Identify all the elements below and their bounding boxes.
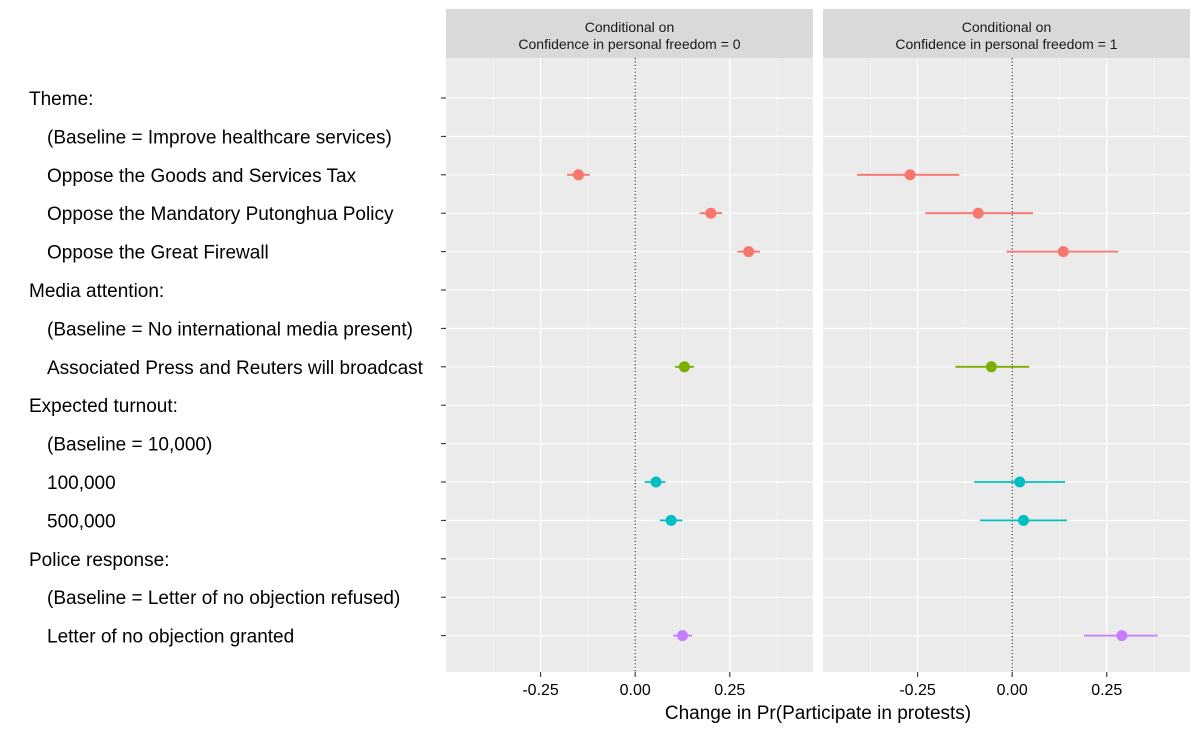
plot-background <box>823 58 1190 672</box>
row-label: (Baseline = Letter of no objection refus… <box>47 588 400 609</box>
point-estimate <box>972 207 984 219</box>
row-label: (Baseline = Improve healthcare services) <box>47 127 392 148</box>
x-tick-label: -0.25 <box>899 682 936 699</box>
row-group-label: Expected turnout: <box>29 396 178 417</box>
facet-title-line1: Conditional on <box>585 19 675 35</box>
facet-title-line2: Confidence in personal freedom = 0 <box>518 36 740 52</box>
point-estimate <box>1057 246 1069 258</box>
facet-strip <box>446 9 813 58</box>
point-estimate <box>1014 476 1026 488</box>
row-label: Oppose the Mandatory Putonghua Policy <box>47 204 394 225</box>
row-label: 100,000 <box>47 473 116 494</box>
row-label: 500,000 <box>47 511 116 532</box>
plot-background <box>446 58 813 672</box>
x-tick-label: -0.25 <box>522 682 559 699</box>
row-label: Oppose the Goods and Services Tax <box>47 166 357 187</box>
row-label: (Baseline = 10,000) <box>47 435 212 456</box>
row-group-label: Police response: <box>29 550 169 571</box>
row-tick-marks <box>441 97 446 637</box>
point-estimate <box>572 169 584 181</box>
point-estimate <box>1018 514 1030 526</box>
facet-title-line2: Confidence in personal freedom = 1 <box>895 36 1117 52</box>
point-estimate <box>665 514 677 526</box>
x-tick-label: 0.00 <box>997 682 1028 699</box>
x-tick-label: 0.00 <box>620 682 651 699</box>
point-estimate <box>743 246 755 258</box>
x-tick-label: 0.25 <box>714 682 745 699</box>
facet-title-line1: Conditional on <box>962 19 1052 35</box>
facet-strip <box>823 9 1190 58</box>
point-estimate <box>985 361 997 373</box>
row-label: Letter of no objection granted <box>47 627 294 648</box>
point-estimate <box>678 361 690 373</box>
row-labels: Theme: (Baseline = Improve healthcare ser… <box>29 89 424 648</box>
point-estimate <box>904 169 916 181</box>
x-tick-label: 0.25 <box>1091 682 1122 699</box>
row-label: Oppose the Great Firewall <box>47 243 269 264</box>
row-group-label: Theme: <box>29 89 93 110</box>
point-estimate <box>705 207 717 219</box>
row-label: Associated Press and Reuters will broadc… <box>47 358 424 379</box>
row-group-label: Media attention: <box>29 281 164 302</box>
point-estimate <box>1116 630 1128 642</box>
point-estimate <box>650 476 662 488</box>
x-axis-title: Change in Pr(Participate in protests) <box>665 703 971 724</box>
row-label: (Baseline = No international media prese… <box>47 319 413 340</box>
point-estimate <box>676 630 688 642</box>
